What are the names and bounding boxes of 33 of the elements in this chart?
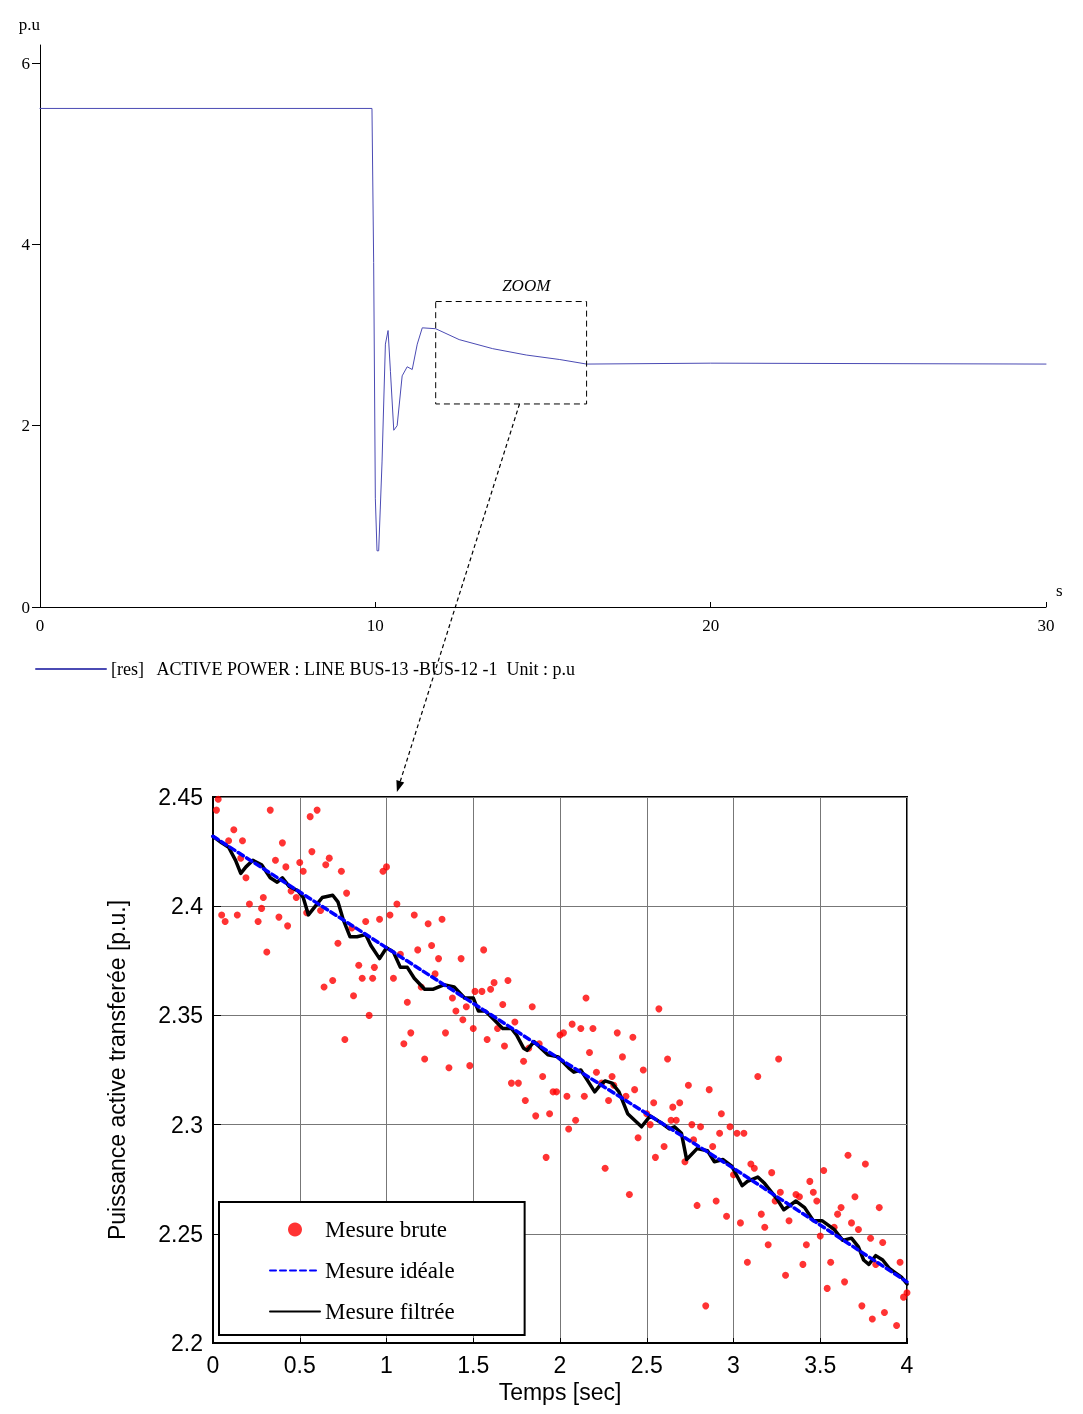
x-tick-label: 1.5	[457, 1351, 490, 1378]
legend-label: [res] ACTIVE POWER : LINE BUS-13 -BUS-12 -1 Unit : p.u	[111, 659, 575, 679]
y-tick-label: 2	[21, 416, 30, 436]
legend-label: Mesure filtrée	[325, 1299, 455, 1324]
legend-label: Mesure idéale	[325, 1258, 455, 1283]
y-axis-title: p.u	[18, 15, 41, 34]
x-tick-label: 4	[900, 1351, 914, 1378]
x-tick-label: 10	[366, 616, 384, 635]
x-tick-label: 0	[35, 616, 45, 635]
x-tick-label: 2.5	[630, 1351, 663, 1378]
legend-label: Mesure brute	[325, 1217, 447, 1242]
x-tick-label: 0	[206, 1351, 220, 1378]
y-tick-label: 2.45	[158, 784, 203, 810]
y-tick-label: 2.2	[171, 1330, 203, 1356]
annotation: ZOOM	[502, 276, 552, 296]
x-tick-label: 2	[553, 1351, 567, 1378]
y-axis-title: Puissance active transferée [p.u.]	[103, 899, 130, 1241]
y-tick-label: 2.3	[171, 1111, 203, 1138]
x-tick-label: 3	[727, 1351, 740, 1378]
x-tick-label: 30	[1037, 616, 1055, 635]
y-tick-label: 2.25	[158, 1220, 203, 1247]
y-tick-label: 4	[21, 234, 31, 254]
y-tick-label: 2.35	[158, 1002, 203, 1029]
x-tick-label: 20	[702, 616, 720, 635]
line-series	[39, 107, 1047, 552]
y-tick-label: 6	[21, 53, 30, 73]
y-tick-label: 0	[21, 597, 30, 617]
x-axis-title: s	[1056, 581, 1063, 600]
x-tick-label: 0.5	[283, 1351, 316, 1378]
x-tick-label: 1	[380, 1351, 393, 1378]
x-tick-label: 3.5	[804, 1351, 837, 1378]
x-axis-title: Temps [sec]	[498, 1379, 622, 1406]
y-tick-label: 2.4	[171, 893, 204, 920]
